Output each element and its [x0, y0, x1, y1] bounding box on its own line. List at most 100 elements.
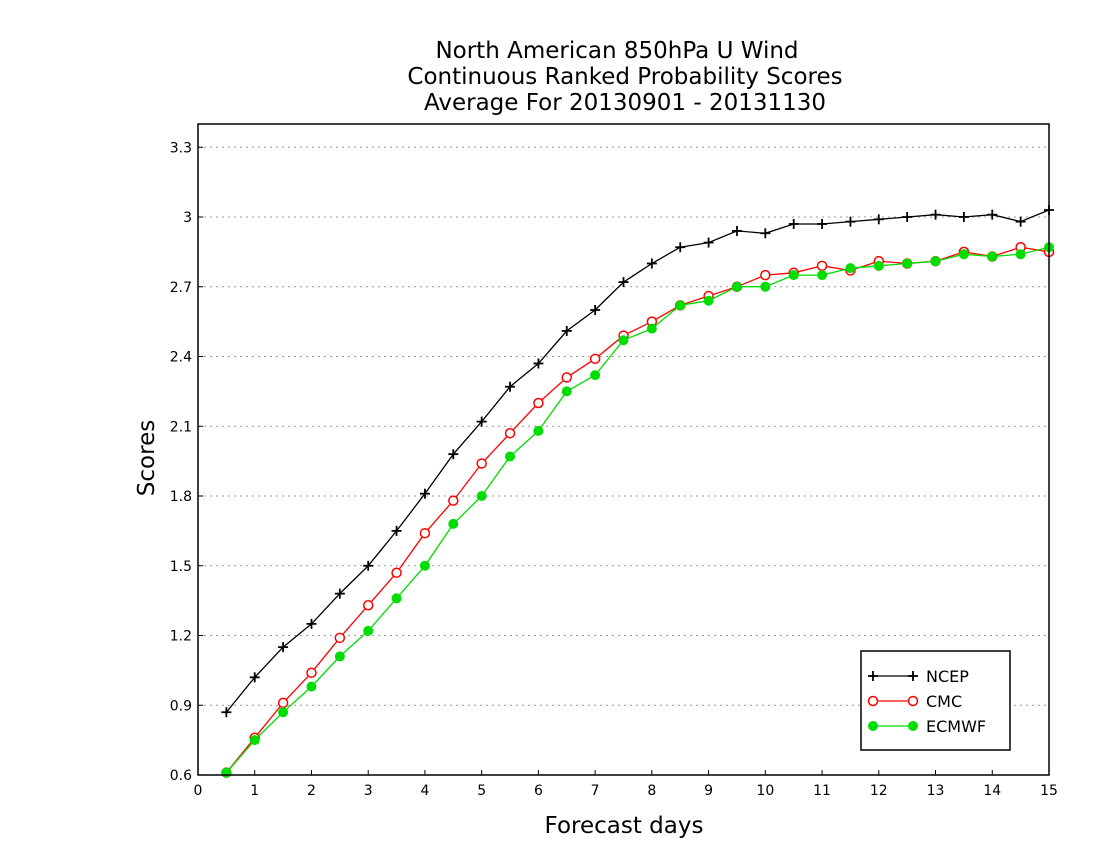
y-tick-label: 0.6	[170, 768, 192, 784]
data-point-ncep	[391, 525, 402, 536]
data-point-ecmwf	[618, 335, 629, 346]
data-point-ecmwf	[1015, 249, 1026, 260]
data-point-ncep	[760, 228, 771, 239]
data-point-ecmwf	[306, 681, 317, 692]
data-point-cmc	[419, 527, 431, 539]
chart-title-line-1: North American 850hPa U Wind	[435, 38, 798, 64]
data-point-ecmwf	[788, 270, 799, 281]
data-point-ncep	[533, 358, 544, 369]
legend-item-cmc: CMC	[867, 692, 962, 711]
data-point-ncep	[731, 225, 742, 236]
data-point-ncep	[419, 488, 430, 499]
data-point-ecmwf	[561, 386, 572, 397]
data-point-ncep	[646, 258, 657, 269]
data-point-ecmwf	[476, 491, 487, 501]
legend-marker-cmc	[907, 695, 919, 707]
data-point-ncep	[221, 707, 232, 718]
data-point-ncep	[278, 642, 289, 653]
y-tick-label: 2.4	[170, 350, 192, 366]
chart-title-line-2: Continuous Ranked Probability Scores	[407, 64, 842, 90]
grid-lines	[198, 146, 1049, 706]
y-tick-label: 3.3	[170, 140, 192, 156]
data-point-ecmwf	[987, 251, 998, 262]
chart-title-line-3: Average For 20130901 - 20131130	[424, 90, 826, 116]
y-tick-label: 1.5	[170, 559, 192, 575]
legend-marker-ncep	[908, 671, 918, 681]
x-tick-label: 11	[813, 783, 831, 799]
data-point-ecmwf	[817, 270, 828, 281]
data-point-ecmwf	[902, 258, 913, 269]
data-point-ecmwf	[505, 451, 516, 462]
data-point-cmc	[277, 697, 289, 709]
y-tick-label: 2.7	[170, 280, 192, 296]
data-point-cmc	[306, 667, 317, 678]
data-point-cmc	[760, 269, 771, 281]
data-point-ncep	[873, 214, 884, 225]
y-tick-label: 1.8	[170, 489, 192, 505]
data-point-ncep	[448, 449, 459, 460]
data-point-ncep	[306, 618, 317, 629]
data-point-ecmwf	[448, 518, 459, 529]
data-point-cmc	[362, 600, 374, 611]
x-tick-label: 10	[756, 783, 774, 799]
data-point-ecmwf	[278, 707, 289, 718]
y-tick-label: 3	[183, 210, 192, 226]
x-tick-label: 6	[534, 783, 543, 799]
data-point-ncep	[675, 242, 686, 253]
data-point-ecmwf	[249, 735, 260, 746]
data-point-cmc	[816, 260, 828, 272]
data-point-ncep	[505, 381, 516, 392]
legend-marker-ecmwf	[868, 721, 878, 731]
data-point-ncep	[476, 416, 487, 427]
series-layer	[221, 205, 1055, 778]
x-tick-label: 0	[194, 783, 203, 799]
data-point-ecmwf	[419, 560, 430, 571]
series-ncep	[221, 205, 1054, 718]
legend-marker-cmc	[867, 695, 879, 707]
data-point-ncep	[788, 218, 799, 229]
x-tick-label: 1	[250, 783, 259, 799]
y-tick-label: 2.1	[170, 419, 192, 435]
axis-ticks	[197, 146, 1050, 776]
x-axis-label: Forecast days	[545, 813, 704, 839]
data-point-cmc	[448, 495, 459, 506]
series-ecmwf	[221, 242, 1054, 778]
data-point-cmc	[391, 567, 402, 578]
y-tick-label: 0.9	[170, 698, 192, 714]
x-tick-label: 12	[870, 783, 888, 799]
data-point-ncep	[590, 305, 601, 315]
plot-frame	[197, 123, 1050, 776]
x-tick-label: 8	[647, 783, 656, 799]
data-point-ecmwf	[590, 370, 601, 381]
legend-item-ecmwf: ECMWF	[868, 717, 986, 736]
data-point-ncep	[958, 212, 969, 222]
x-tick-label: 15	[1040, 783, 1058, 799]
data-point-ecmwf	[334, 651, 345, 662]
data-point-ncep	[363, 560, 374, 571]
data-point-cmc	[561, 372, 573, 383]
data-point-ncep	[703, 237, 714, 248]
legend-marker-ecmwf	[908, 721, 918, 731]
chart-title: North American 850hPa U Wind Continuous …	[407, 38, 842, 116]
data-point-ecmwf	[873, 260, 884, 271]
series-line-ncep	[225, 209, 1050, 713]
legend-label-ecmwf: ECMWF	[926, 717, 986, 736]
data-point-ncep	[561, 325, 572, 336]
data-point-ecmwf	[391, 593, 402, 604]
data-point-cmc	[334, 632, 346, 644]
y-axis-label: Scores	[134, 420, 160, 496]
legend: NCEP CMC ECMWF	[860, 650, 1011, 751]
data-point-cmc	[504, 427, 516, 439]
data-point-ncep	[817, 218, 828, 229]
data-point-ecmwf	[930, 256, 941, 267]
data-point-cmc	[533, 397, 544, 409]
data-point-ecmwf	[675, 300, 686, 311]
data-point-ncep	[249, 672, 260, 683]
x-tick-label: 13	[927, 783, 945, 799]
data-point-ecmwf	[845, 263, 856, 274]
data-point-ecmwf	[703, 295, 714, 306]
legend-item-ncep: NCEP	[868, 667, 969, 686]
x-tick-label: 5	[477, 783, 486, 799]
x-tick-label: 7	[591, 783, 600, 799]
